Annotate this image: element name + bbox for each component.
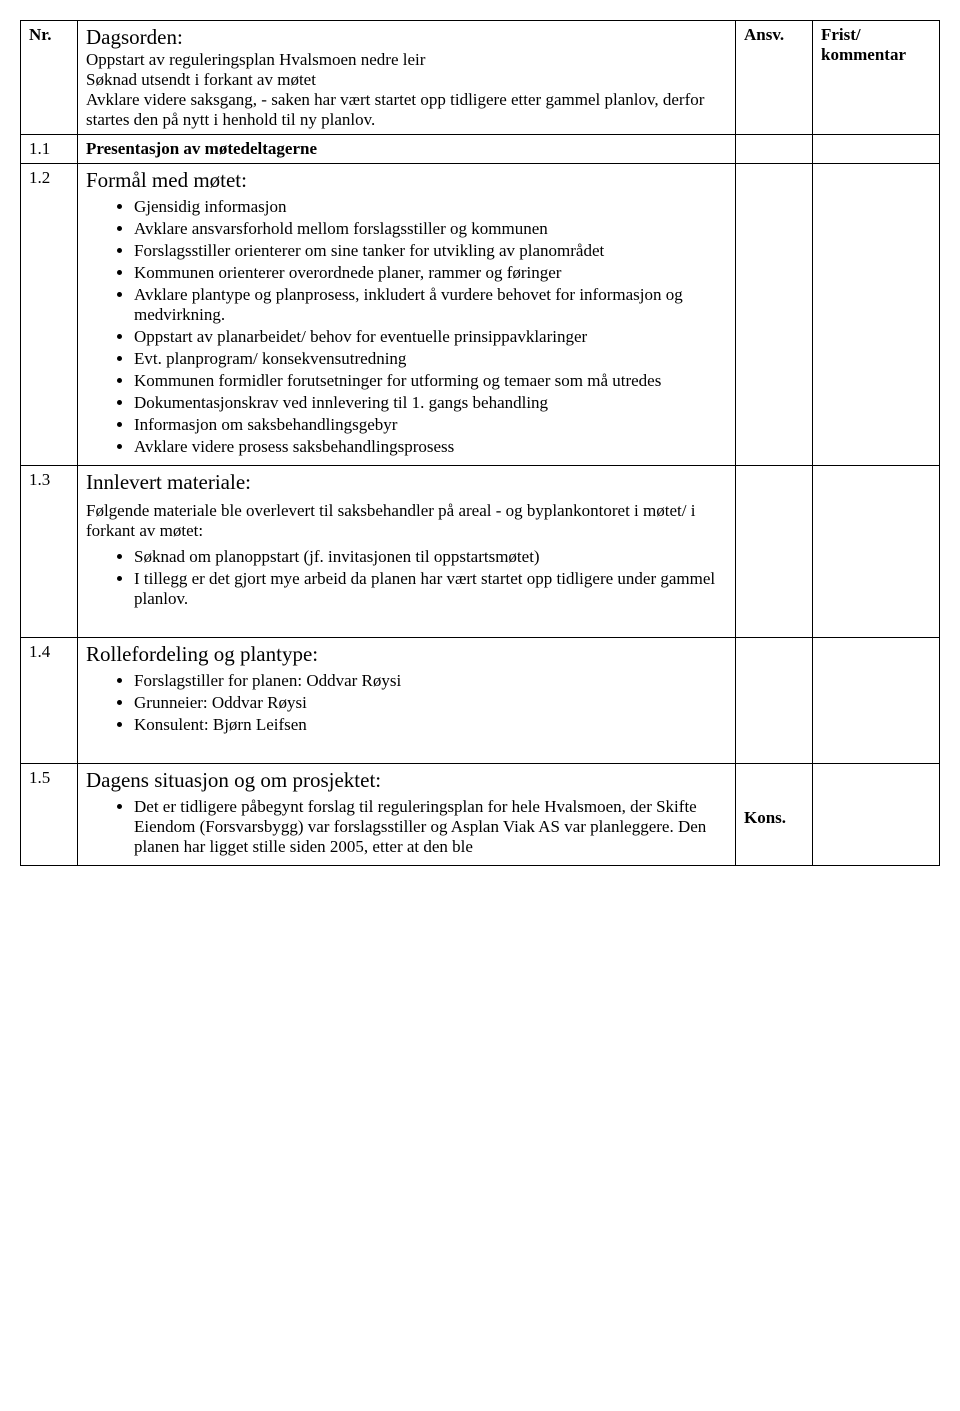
list-item: Informasjon om saksbehandlingsgebyr — [134, 415, 727, 435]
row-1-3-title: Innlevert materiale: — [86, 470, 251, 494]
header-nr: Nr. — [21, 21, 78, 135]
dagsorden-cell: Dagsorden: Oppstart av reguleringsplan H… — [78, 21, 736, 135]
row-1-1-frist — [813, 135, 940, 164]
list-item: Gjensidig informasjon — [134, 197, 727, 217]
row-1-5-list: Det er tidligere påbegynt forslag til re… — [86, 797, 727, 857]
row-1-2-ansv — [736, 164, 813, 466]
row-1-1-nr: 1.1 — [21, 135, 78, 164]
header-nr-label: Nr. — [29, 25, 52, 44]
list-item: Forslagsstiller orienterer om sine tanke… — [134, 241, 727, 261]
row-1-5-ansv: Kons. — [736, 764, 813, 866]
row-1-1-ansv — [736, 135, 813, 164]
list-item: Kommunen formidler forutsetninger for ut… — [134, 371, 727, 391]
row-1-5-content: Dagens situasjon og om prosjektet: Det e… — [78, 764, 736, 866]
dagsorden-line1: Oppstart av reguleringsplan Hvalsmoen ne… — [86, 50, 425, 69]
list-item: Oppstart av planarbeidet/ behov for even… — [134, 327, 727, 347]
list-item: Dokumentasjonskrav ved innlevering til 1… — [134, 393, 727, 413]
dagsorden-title: Dagsorden: — [86, 25, 183, 49]
row-1-3-intro: Følgende materiale ble overlevert til sa… — [86, 501, 727, 541]
row-1-1-text: Presentasjon av møtedeltagerne — [86, 139, 317, 158]
row-1-3-list: Søknad om planoppstart (jf. invitasjonen… — [86, 547, 727, 609]
row-1-3-ansv — [736, 466, 813, 638]
agenda-table: Nr. Dagsorden: Oppstart av reguleringspl… — [20, 20, 940, 866]
list-item: Søknad om planoppstart (jf. invitasjonen… — [134, 547, 727, 567]
row-1-3-nr: 1.3 — [21, 466, 78, 638]
list-item: Avklare videre prosess saksbehandlingspr… — [134, 437, 727, 457]
row-1-4-nr: 1.4 — [21, 638, 78, 764]
header-frist: Frist/ kommentar — [813, 21, 940, 135]
row-1-4-ansv — [736, 638, 813, 764]
row-1-5-nr: 1.5 — [21, 764, 78, 866]
row-1-3-content: Innlevert materiale: Følgende materiale … — [78, 466, 736, 638]
list-item: Kommunen orienterer overordnede planer, … — [134, 263, 727, 283]
list-item: Avklare plantype og planprosess, inklude… — [134, 285, 727, 325]
row-1-2-content: Formål med møtet: Gjensidig informasjon … — [78, 164, 736, 466]
list-item: Forslagstiller for planen: Oddvar Røysi — [134, 671, 727, 691]
row-1-4-frist — [813, 638, 940, 764]
list-item: Avklare ansvarsforhold mellom forslagsst… — [134, 219, 727, 239]
row-1-2-nr: 1.2 — [21, 164, 78, 466]
header-frist-label-1: Frist/ — [821, 25, 861, 44]
header-ansv-label: Ansv. — [744, 25, 784, 44]
row-1-1-content: Presentasjon av møtedeltagerne — [78, 135, 736, 164]
row-1-5-frist — [813, 764, 940, 866]
list-item: Konsulent: Bjørn Leifsen — [134, 715, 727, 735]
dagsorden-line3: Avklare videre saksgang, - saken har vær… — [86, 90, 704, 129]
row-1-2-title: Formål med møtet: — [86, 168, 247, 192]
list-item: Det er tidligere påbegynt forslag til re… — [134, 797, 727, 857]
row-1-4-list: Forslagstiller for planen: Oddvar Røysi … — [86, 671, 727, 735]
row-1-3-frist — [813, 466, 940, 638]
list-item: Grunneier: Oddvar Røysi — [134, 693, 727, 713]
list-item: I tillegg er det gjort mye arbeid da pla… — [134, 569, 727, 609]
dagsorden-line2: Søknad utsendt i forkant av møtet — [86, 70, 316, 89]
row-1-2-frist — [813, 164, 940, 466]
row-1-5-ansv-value: Kons. — [744, 808, 786, 827]
row-1-4-title: Rollefordeling og plantype: — [86, 642, 318, 666]
header-frist-label-2: kommentar — [821, 45, 906, 64]
row-1-4-content: Rollefordeling og plantype: Forslagstill… — [78, 638, 736, 764]
row-1-5-title: Dagens situasjon og om prosjektet: — [86, 768, 381, 792]
header-ansv: Ansv. — [736, 21, 813, 135]
row-1-2-list: Gjensidig informasjon Avklare ansvarsfor… — [86, 197, 727, 457]
list-item: Evt. planprogram/ konsekvensutredning — [134, 349, 727, 369]
